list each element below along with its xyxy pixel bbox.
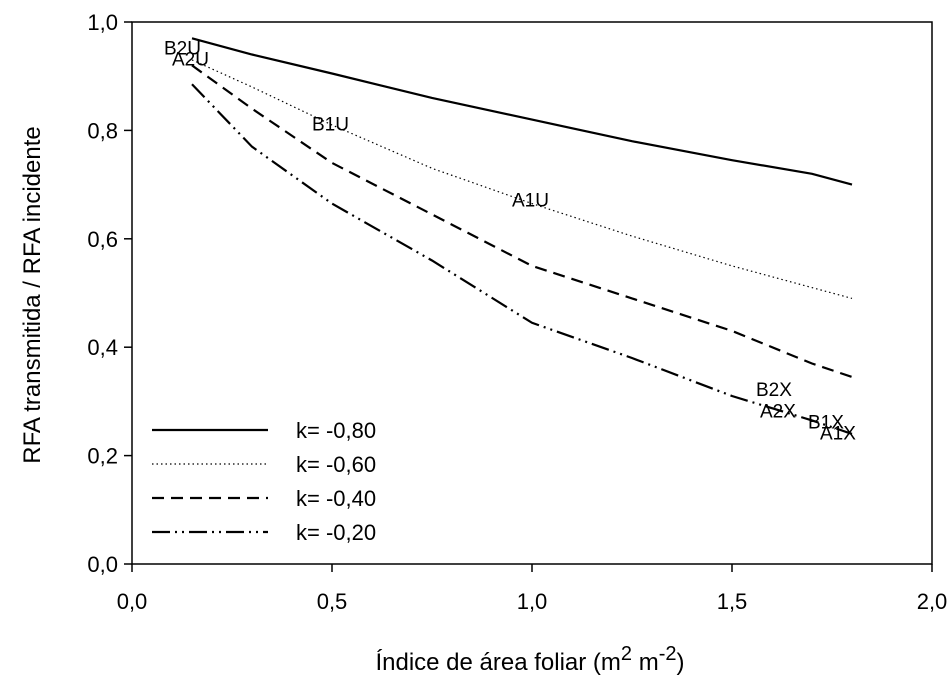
- series-line: [191, 37, 853, 186]
- y-axis-title: RFA transmitida / RFA incidente: [19, 126, 46, 464]
- series-layer: [191, 37, 853, 435]
- point-label: A1X: [820, 423, 856, 444]
- x-axis-title: Índice de área foliar (m2 m-2): [375, 643, 684, 676]
- y-tick-label: 1,0: [87, 10, 118, 35]
- legend-label: k= -0,20: [296, 520, 376, 545]
- x-axis-title-sup1: 2: [621, 643, 632, 665]
- point-label: B2X: [756, 380, 792, 401]
- y-axis: 0,0 0,2 0,4 0,6 0,8 1,0: [87, 10, 132, 577]
- series-line: [191, 59, 853, 299]
- x-axis-title-main: Índice de área foliar (m: [375, 649, 620, 676]
- y-tick-label: 0,4: [87, 335, 118, 360]
- x-axis-title-mid: m: [632, 649, 659, 676]
- point-label: A2X: [760, 402, 796, 423]
- x-axis: 0,0 0,5 1,0 1,5 2,0: [117, 564, 948, 614]
- legend-label: k= -0,60: [296, 452, 376, 477]
- x-tick-label: 1,0: [517, 589, 548, 614]
- point-label: B2U: [164, 39, 201, 60]
- y-tick-label: 0,6: [87, 227, 118, 252]
- legend-label: k= -0,80: [296, 418, 376, 443]
- point-label: A2U: [172, 49, 209, 70]
- point-label: B1U: [312, 114, 349, 135]
- x-tick-label: 0,5: [317, 589, 348, 614]
- point-label: B1X: [808, 413, 844, 434]
- point-label: A1U: [512, 190, 549, 211]
- y-tick-label: 0,2: [87, 444, 118, 469]
- plot-area: [131, 21, 933, 565]
- x-tick-label: 0,0: [117, 589, 148, 614]
- plot-border: [131, 21, 933, 565]
- legend-label: k= -0,40: [296, 486, 376, 511]
- series-line: [191, 64, 853, 379]
- x-tick-label: 1,5: [717, 589, 748, 614]
- y-tick-label: 0,8: [87, 118, 118, 143]
- series-line: [191, 83, 853, 435]
- x-axis-title-end: ): [677, 649, 685, 676]
- x-axis-title-sup2: -2: [659, 643, 677, 665]
- x-tick-label: 2,0: [917, 589, 948, 614]
- legend: k= -0,80 k= -0,60 k= -0,40 k= -0,20: [152, 418, 376, 545]
- y-tick-label: 0,0: [87, 552, 118, 577]
